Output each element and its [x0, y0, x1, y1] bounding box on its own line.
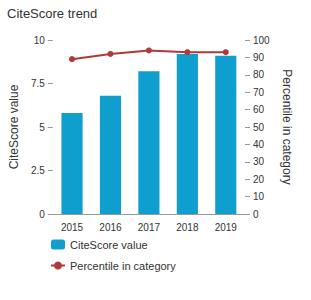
svg-text:0: 0 — [39, 209, 45, 220]
svg-text:30: 30 — [253, 156, 265, 167]
svg-text:2.5: 2.5 — [31, 165, 45, 176]
svg-text:90: 90 — [253, 52, 265, 63]
svg-text:50: 50 — [253, 122, 265, 133]
svg-text:7.5: 7.5 — [31, 78, 45, 89]
svg-text:2019: 2019 — [215, 222, 238, 233]
svg-text:5: 5 — [39, 122, 45, 133]
svg-text:40: 40 — [253, 139, 265, 150]
svg-text:Percentile in category: Percentile in category — [70, 260, 176, 272]
svg-text:80: 80 — [253, 69, 265, 80]
svg-text:0: 0 — [253, 209, 259, 220]
svg-text:70: 70 — [253, 87, 265, 98]
svg-text:Percentile in category: Percentile in category — [280, 69, 294, 184]
svg-text:10: 10 — [34, 35, 46, 46]
svg-text:CiteScore trend: CiteScore trend — [7, 6, 97, 21]
svg-text:2018: 2018 — [176, 222, 199, 233]
svg-text:60: 60 — [253, 104, 265, 115]
svg-text:10: 10 — [253, 191, 265, 202]
svg-text:2017: 2017 — [138, 222, 161, 233]
svg-text:CiteScore value: CiteScore value — [70, 239, 148, 251]
svg-text:CiteScore value: CiteScore value — [7, 84, 21, 169]
svg-text:2016: 2016 — [99, 222, 122, 233]
svg-text:20: 20 — [253, 174, 265, 185]
svg-text:2015: 2015 — [61, 222, 84, 233]
svg-text:100: 100 — [253, 35, 270, 46]
